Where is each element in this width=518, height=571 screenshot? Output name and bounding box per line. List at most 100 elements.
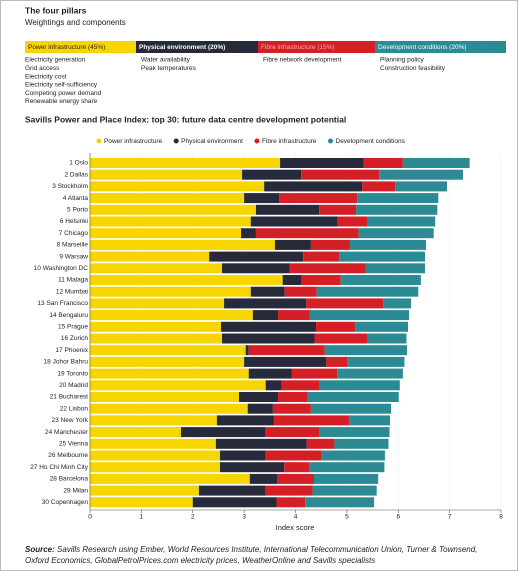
pillar-label: Development conditions (20%): [378, 44, 467, 51]
bar-segment: [265, 380, 282, 391]
bar-segment: [224, 298, 307, 309]
pillar-box: [258, 41, 375, 53]
y-tick-label: 22 Lisbon: [60, 405, 89, 412]
bar-segment: [244, 193, 280, 204]
pillar-component: Water availability: [141, 57, 191, 64]
bar-segment: [90, 485, 199, 496]
bar-segment: [192, 497, 277, 508]
pillar-component: Competing power demand: [25, 90, 102, 97]
bar-segment: [278, 392, 308, 402]
legend-marker: [173, 138, 179, 144]
y-tick-label: 21 Bucharest: [50, 394, 88, 401]
y-tick-label: 11 Malaga: [58, 277, 88, 284]
bar-segment: [90, 193, 245, 204]
y-tick-label: 26 Melbourne: [48, 452, 88, 459]
pillar-box: [25, 41, 136, 53]
bar-segment: [356, 204, 438, 215]
bar-segment: [242, 169, 302, 180]
bar-segment: [249, 473, 278, 484]
x-tick-label: 2: [191, 514, 195, 521]
bar-segment: [280, 158, 364, 168]
y-tick-label: 2 Dallas: [65, 171, 89, 178]
bar-segment: [365, 263, 425, 274]
bar-segment: [339, 251, 425, 262]
bar-segment: [289, 263, 366, 274]
bar-segment: [312, 485, 377, 496]
y-tick-label: 17 Phoenix: [55, 347, 88, 354]
bar-segment: [326, 356, 348, 367]
bar-segment: [367, 216, 436, 227]
bar-segment: [313, 473, 379, 484]
source-text: Savills Research using Ember, World Reso…: [25, 545, 478, 565]
pillar-component: Peak temperatures: [141, 65, 197, 72]
bar-segment: [383, 298, 412, 309]
bar-segment: [334, 438, 389, 449]
bar-segment: [90, 169, 243, 180]
bar-segment: [324, 345, 407, 356]
x-tick-label: 1: [140, 514, 144, 521]
x-tick-label: 6: [396, 514, 400, 521]
legend-label: Development conditions: [336, 138, 406, 145]
y-tick-label: 19 Toronto: [57, 370, 88, 377]
y-tick-label: 15 Prague: [58, 324, 88, 331]
y-tick-label: 18 Johor Bahru: [44, 359, 89, 366]
bar-segment: [238, 392, 279, 402]
bar-segment: [250, 216, 338, 227]
bar-segment: [209, 251, 304, 262]
y-tick-label: 23 New York: [52, 417, 89, 424]
y-tick-label: 13 San Francisco: [37, 300, 88, 307]
bar-segment: [90, 368, 249, 379]
x-tick-label: 3: [242, 514, 246, 521]
pillar-component: Renewable energy share: [25, 98, 98, 105]
bar-segment: [310, 239, 350, 250]
bar-segment: [90, 228, 242, 239]
bar-segment: [402, 158, 470, 168]
bar-segment: [90, 275, 283, 285]
x-tick-label: 0: [88, 514, 92, 521]
bar-segment: [358, 228, 434, 239]
bar-segment: [309, 462, 385, 473]
bar-segment: [90, 204, 256, 215]
bar-segment: [90, 380, 266, 391]
bar-segment: [395, 181, 448, 192]
bar-segment: [90, 321, 222, 332]
pillar-box: [136, 41, 258, 53]
chart: The four pillars Weightings and componen…: [25, 5, 506, 532]
y-tick-label: 27 Ho Chi Minh City: [30, 464, 89, 471]
bar-segment: [291, 368, 338, 379]
bar-segment: [90, 345, 246, 356]
x-tick-label: 4: [294, 514, 298, 521]
header-subtitle: Weightings and components: [25, 18, 126, 27]
x-tick-label: 7: [448, 514, 452, 521]
bar-segment: [90, 239, 275, 250]
bar-segment: [180, 427, 266, 438]
bar-segment: [90, 473, 250, 484]
bar-segment: [222, 263, 290, 274]
bar-segment: [337, 216, 368, 227]
header-title: The four pillars: [25, 5, 87, 15]
pillar-label: Physical environment (20%): [139, 44, 225, 51]
bar-segment: [284, 286, 317, 297]
x-axis-label: Index score: [276, 523, 315, 532]
pillar-component: Grid access: [25, 65, 60, 72]
y-tick-label: 10 Washington DC: [34, 265, 89, 272]
x-tick-label: 8: [499, 514, 503, 521]
y-tick-label: 30 Copenhagen: [42, 499, 89, 506]
bar-segment: [247, 403, 273, 414]
bar-segment: [222, 333, 315, 344]
y-tick-label: 12 Mumbai: [56, 288, 88, 295]
y-tick-label: 14 Bengaluru: [49, 312, 88, 319]
bar-segment: [310, 403, 392, 414]
bar-segment: [219, 450, 266, 461]
bar-segment: [307, 392, 399, 402]
bar-segment: [90, 427, 181, 438]
bar-segment: [248, 368, 292, 379]
bar-segment: [90, 286, 251, 297]
bar-segment: [90, 392, 239, 402]
bar-segment: [241, 228, 256, 239]
bar-segment: [279, 193, 358, 204]
legend-marker: [254, 138, 260, 144]
pillar-component: Fibre network development: [263, 57, 342, 64]
bar-segment: [265, 450, 322, 461]
chart-title: Savills Power and Place Index: top 30: f…: [25, 114, 346, 124]
